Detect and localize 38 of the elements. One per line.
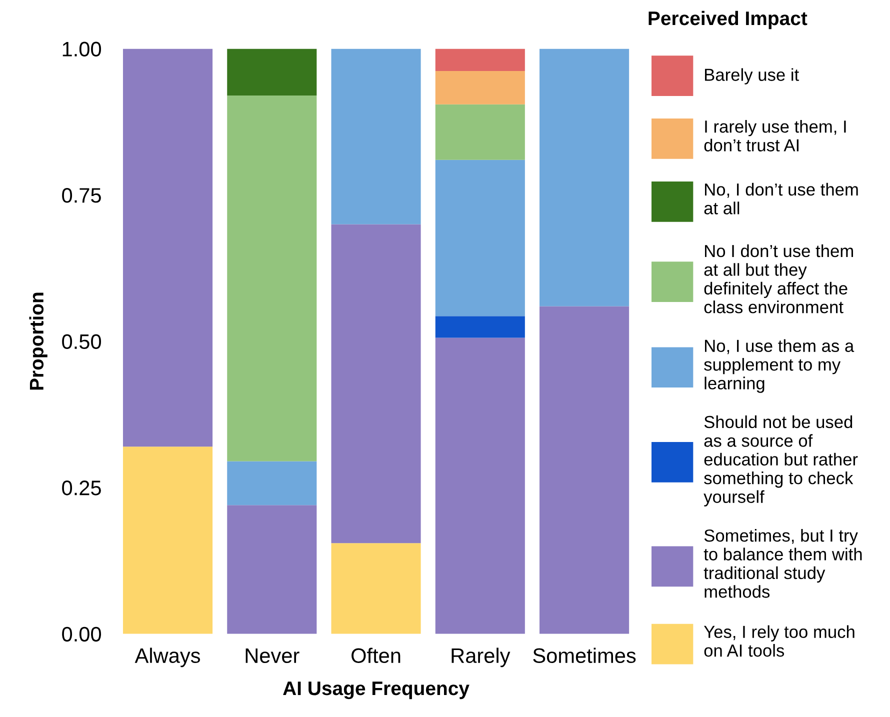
x-axis-title: AI Usage Frequency [283, 682, 470, 700]
y-tick-label: 0.00 [62, 626, 101, 642]
bar [227, 96, 317, 462]
x-tick-label: Sometimes [533, 648, 636, 664]
bar [435, 316, 525, 338]
legend-label: No I don’t use them at all but they definitely affect the class environment [704, 244, 853, 314]
bar [227, 461, 317, 506]
bar [122, 48, 213, 447]
bar [540, 306, 630, 634]
x-tick-label: Always [134, 648, 200, 668]
y-tick-label: 0.50 [62, 334, 101, 350]
bar [122, 446, 213, 634]
bar [331, 224, 421, 544]
legend-label: I rarely use them, I don’t trust AI [704, 120, 846, 152]
y-tick-label: 1.00 [62, 42, 101, 57]
legend-label: No, I use them as a supplement to my learning [704, 339, 854, 393]
bar [227, 48, 317, 96]
bar [331, 48, 421, 224]
x-tick-label: Never [246, 648, 300, 664]
y-tick-label: 0.25 [62, 480, 101, 496]
bar [435, 338, 525, 634]
bar [435, 104, 525, 160]
legend-label: Barely use it [705, 68, 799, 84]
legend-label: Sometimes, but I try to balance them with traditional study methods [704, 528, 862, 598]
legend-label: Yes, I rely too much on AI tools [704, 625, 854, 657]
bar [435, 48, 525, 71]
bar [435, 160, 525, 316]
bar [227, 505, 317, 634]
y-axis-title: Proportion [29, 292, 48, 390]
bar [435, 70, 525, 104]
y-tick-label: 0.75 [62, 188, 101, 203]
legend-label: Should not be used as a source of education but rather something to check yourself [704, 415, 858, 506]
legend-label: No, I don’t use them at all [704, 182, 858, 214]
legend-title: Perceived Impact [648, 10, 808, 30]
x-tick-label: Often [352, 648, 400, 664]
bar [540, 48, 630, 306]
bar [331, 543, 421, 634]
x-tick-label: Rarely [452, 648, 510, 668]
